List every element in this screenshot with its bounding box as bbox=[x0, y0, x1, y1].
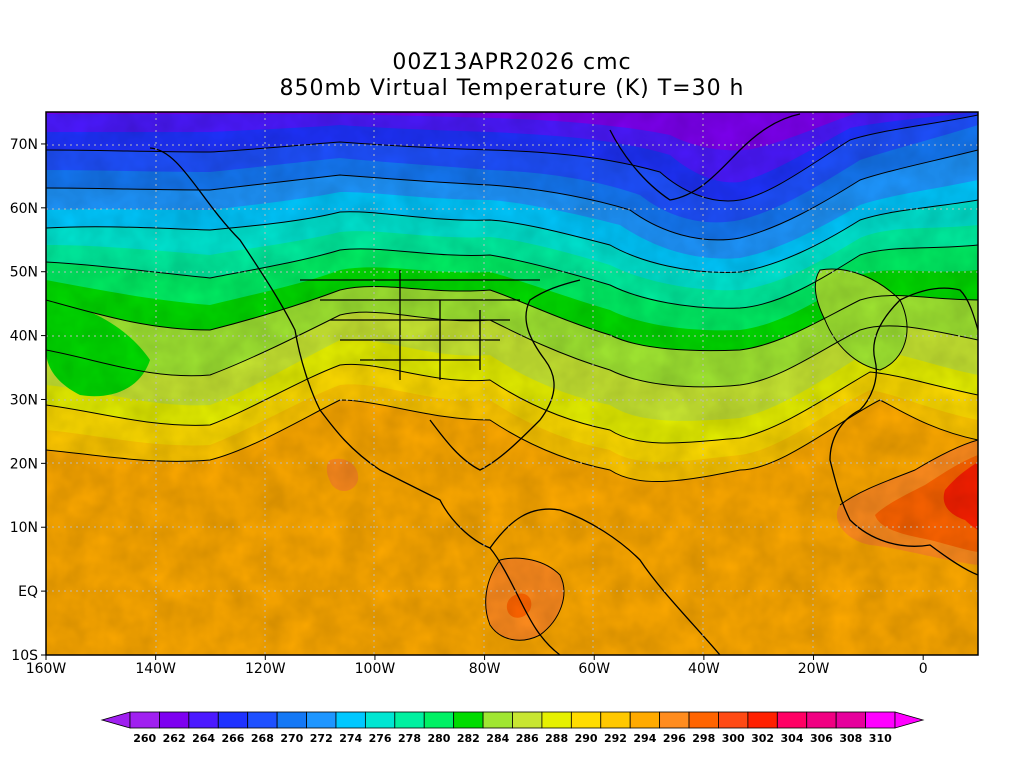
y-tick-label: 70N bbox=[10, 137, 38, 153]
colorbar-label: 306 bbox=[810, 732, 833, 745]
colorbar-swatch bbox=[541, 711, 572, 729]
y-tick-label: 30N bbox=[10, 392, 38, 408]
temperature-field bbox=[46, 112, 978, 655]
x-tick-label: 40W bbox=[688, 661, 720, 677]
y-tick-label: 60N bbox=[10, 201, 38, 217]
colorbar-swatch bbox=[335, 711, 366, 729]
colorbar-label: 308 bbox=[839, 732, 862, 745]
colorbar-label: 282 bbox=[457, 732, 480, 745]
colorbar-label: 280 bbox=[427, 732, 450, 745]
colorbar-swatch bbox=[276, 711, 307, 729]
colorbar-swatch bbox=[600, 711, 631, 729]
colorbar-swatch bbox=[776, 711, 808, 729]
colorbar-swatch bbox=[453, 711, 484, 729]
y-tick-label: 10S bbox=[11, 648, 38, 664]
colorbar-label: 294 bbox=[633, 732, 656, 745]
colorbar-swatch bbox=[865, 711, 896, 729]
colorbar-swatch bbox=[570, 711, 602, 729]
x-tick-label: 60W bbox=[578, 661, 610, 677]
colorbar-swatch bbox=[159, 711, 190, 729]
colorbar-label: 288 bbox=[545, 732, 568, 745]
x-axis: 160W 140W 120W 100W 80W 60W 40W 20W 0 bbox=[26, 655, 928, 677]
contour-lines bbox=[46, 113, 978, 655]
colorbar-swatch bbox=[129, 711, 160, 729]
x-tick-label: 100W bbox=[355, 661, 396, 677]
chart-subtitle: 850mb Virtual Temperature (K) T=30 h bbox=[279, 76, 745, 101]
y-tick-label: 40N bbox=[10, 329, 38, 345]
colorbar-label: 262 bbox=[163, 732, 186, 745]
colorbar-label: 302 bbox=[751, 732, 774, 745]
colorbar-label: 298 bbox=[692, 732, 715, 745]
colorbar-swatch bbox=[306, 711, 337, 729]
y-axis: 10S EQ 10N 20N 30N 40N 50N 60N 70N bbox=[10, 137, 46, 664]
y-tick-label: 20N bbox=[10, 456, 38, 472]
colorbar-label: 286 bbox=[516, 732, 539, 745]
colorbar-label: 296 bbox=[663, 732, 686, 745]
colorbar-swatch bbox=[217, 711, 249, 729]
colorbar-label: 260 bbox=[133, 732, 156, 745]
graticule bbox=[46, 112, 978, 655]
colorbar-swatch bbox=[364, 711, 396, 729]
x-tick-label: 140W bbox=[135, 661, 176, 677]
colorbar-label: 274 bbox=[339, 732, 362, 745]
x-tick-label: 80W bbox=[469, 661, 501, 677]
colorbar-label: 272 bbox=[310, 732, 333, 745]
y-tick-label: 50N bbox=[10, 265, 38, 281]
colorbar-label: 304 bbox=[781, 732, 804, 745]
colorbar-swatch bbox=[747, 711, 778, 729]
x-tick-label: 120W bbox=[245, 661, 286, 677]
colorbar-arrow-low bbox=[100, 711, 131, 729]
colorbar-label: 264 bbox=[192, 732, 215, 745]
colorbar-label: 292 bbox=[604, 732, 627, 745]
colorbar-label: 290 bbox=[575, 732, 598, 745]
colorbar-label: 268 bbox=[251, 732, 274, 745]
colorbar-swatch bbox=[718, 711, 749, 729]
colorbar-swatch bbox=[659, 711, 690, 729]
colorbar-swatch bbox=[688, 711, 719, 729]
colorbar-label: 270 bbox=[280, 732, 303, 745]
map-frame bbox=[45, 111, 979, 656]
colorbar-swatch bbox=[482, 711, 513, 729]
colorbar-swatch bbox=[394, 711, 425, 729]
colorbar-label: 284 bbox=[486, 732, 509, 745]
colorbar-label: 278 bbox=[398, 732, 421, 745]
x-tick-label: 20W bbox=[798, 661, 830, 677]
colorbar-swatch bbox=[423, 711, 455, 729]
colorbar-label: 266 bbox=[221, 732, 244, 745]
colorbar-swatch bbox=[835, 711, 866, 729]
colorbar-swatch bbox=[188, 711, 219, 729]
colorbar-swatch bbox=[512, 711, 543, 729]
colorbar-label: 310 bbox=[869, 732, 892, 745]
colorbar-swatch bbox=[629, 711, 661, 729]
colorbar: 260 262 264 266 268 270 272 274 276 278 280 282 284 2… bbox=[100, 711, 925, 745]
chart-title: 00Z13APR2026 cmc bbox=[392, 50, 632, 75]
colorbar-arrow-high bbox=[894, 711, 925, 729]
x-tick-label: 0 bbox=[919, 661, 928, 677]
y-tick-label: EQ bbox=[18, 584, 38, 600]
colorbar-swatch bbox=[806, 711, 837, 729]
colorbar-swatch bbox=[247, 711, 278, 729]
x-tick-label: 160W bbox=[26, 661, 67, 677]
colorbar-label: 300 bbox=[722, 732, 745, 745]
colorbar-label: 276 bbox=[369, 732, 392, 745]
y-tick-label: 10N bbox=[10, 520, 38, 536]
